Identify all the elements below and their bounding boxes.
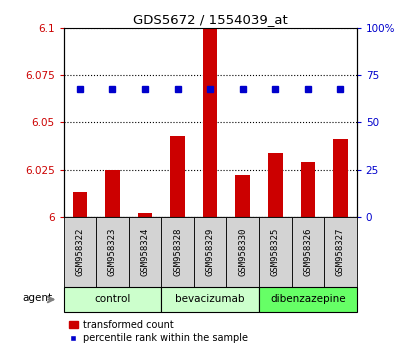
Bar (105, 170, 119, 217)
Bar (161, 217, 193, 287)
Bar (258, 287, 356, 312)
Bar (332, 139, 347, 217)
Bar (170, 136, 184, 217)
Bar (267, 153, 282, 217)
Text: control: control (94, 295, 130, 304)
Legend: transformed count, percentile rank within the sample: transformed count, percentile rank withi… (65, 316, 252, 347)
Bar (72, 192, 87, 217)
Bar (324, 217, 356, 287)
Text: dibenzazepine: dibenzazepine (270, 295, 345, 304)
Text: GSM958323: GSM958323 (108, 228, 117, 276)
Text: agent: agent (22, 293, 52, 303)
Text: GSM958322: GSM958322 (75, 228, 84, 276)
Bar (258, 217, 291, 287)
Text: GSM958325: GSM958325 (270, 228, 279, 276)
Text: GSM958324: GSM958324 (140, 228, 149, 276)
Text: GSM958329: GSM958329 (205, 228, 214, 276)
Bar (137, 213, 152, 217)
Bar (226, 217, 258, 287)
Text: GSM958330: GSM958330 (238, 228, 247, 276)
Bar (202, 28, 217, 217)
Text: GSM958326: GSM958326 (303, 228, 312, 276)
Bar (235, 175, 249, 217)
Bar (96, 217, 128, 287)
Bar (63, 287, 161, 312)
Bar (63, 217, 96, 287)
Bar (161, 287, 258, 312)
Bar (193, 217, 226, 287)
Text: GSM958327: GSM958327 (335, 228, 344, 276)
Title: GDS5672 / 1554039_at: GDS5672 / 1554039_at (133, 13, 287, 26)
Text: bevacizumab: bevacizumab (175, 295, 244, 304)
Bar (128, 217, 161, 287)
Bar (291, 217, 324, 287)
Text: GSM958328: GSM958328 (173, 228, 182, 276)
Bar (300, 162, 315, 217)
